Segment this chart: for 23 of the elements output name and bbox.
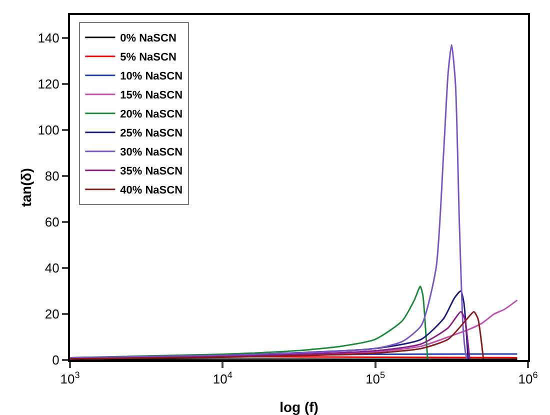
x-tick-label: 10$^{6}$ — [518, 370, 538, 387]
y-tick-label: 100 — [38, 122, 60, 138]
legend-label: 0% NaSCN — [120, 32, 176, 45]
y-tick-label: 20 — [44, 306, 60, 322]
legend-label: 20% NaSCN — [120, 108, 183, 121]
y-tick-label: 40 — [44, 260, 60, 276]
x-tick-label: 10$^{3}$ — [60, 370, 80, 387]
y-tick-label: 120 — [38, 76, 60, 92]
y-tick-label: 80 — [44, 168, 60, 184]
legend-label: 25% NaSCN — [120, 128, 183, 140]
legend-label: 40% NaSCN — [120, 184, 183, 197]
legend-label: 15% NaSCN — [120, 90, 183, 102]
legend-label: 35% NaSCN — [120, 166, 183, 178]
legend-label: 5% NaSCN — [120, 52, 176, 64]
x-tick-label: 10$^{4}$ — [212, 370, 232, 387]
x-tick-label: 10$^{5}$ — [366, 370, 386, 387]
legend-label: 30% NaSCN — [120, 146, 183, 159]
y-tick-label: 60 — [44, 214, 60, 230]
y-tick-label: 140 — [38, 30, 60, 46]
y-axis-title: tan(δ) — [18, 168, 34, 207]
y-tick-label: 0 — [52, 352, 60, 368]
legend-label: 10% NaSCN — [120, 70, 183, 83]
x-axis-title: log (f) — [280, 399, 318, 415]
